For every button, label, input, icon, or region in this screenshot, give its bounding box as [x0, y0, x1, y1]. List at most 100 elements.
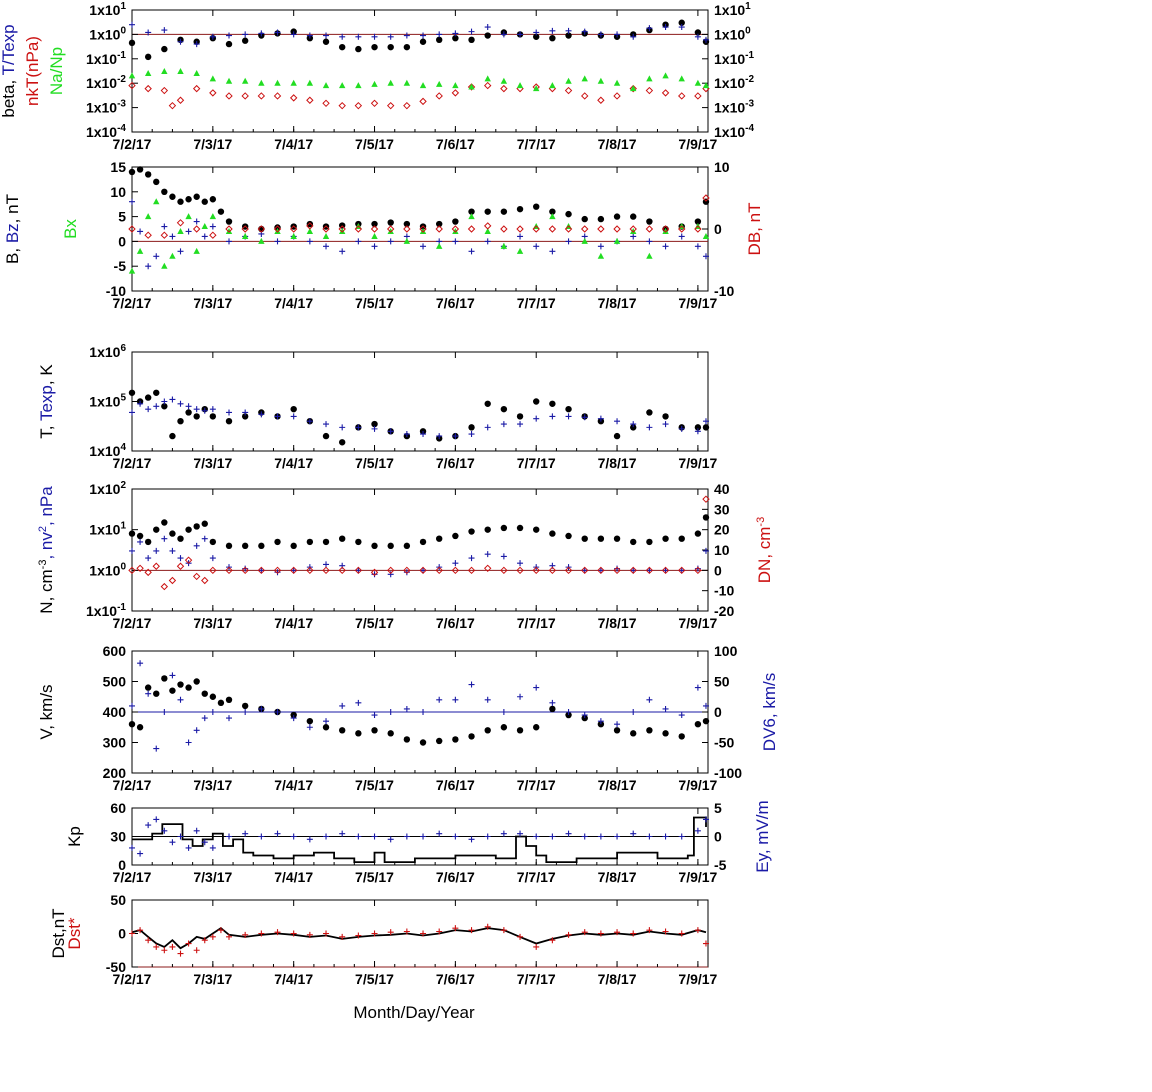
data-point [177, 227, 184, 234]
data-point [403, 705, 410, 712]
y-tick-label: 0 [118, 233, 126, 249]
data-point [403, 101, 411, 110]
data-point [549, 27, 556, 34]
x-tick-label: 7/7/17 [517, 455, 556, 471]
data-point [629, 566, 637, 575]
data-point [185, 526, 192, 533]
data-point [144, 568, 152, 577]
data-point [290, 715, 297, 722]
data-point [152, 562, 160, 570]
data-point [153, 816, 160, 823]
data-point [436, 433, 443, 440]
data-point [646, 696, 653, 703]
x-tick-label: 7/5/17 [355, 615, 394, 631]
data-point [169, 193, 176, 200]
data-point [153, 745, 160, 752]
data-point [193, 413, 200, 420]
data-point [694, 33, 701, 40]
data-point [128, 530, 136, 537]
data-point [420, 709, 427, 715]
data-point [185, 940, 192, 947]
data-point [193, 678, 200, 685]
data-point [226, 409, 233, 416]
data-point [516, 524, 524, 532]
data-point [258, 237, 265, 244]
x-tick-label: 7/9/17 [678, 615, 717, 631]
data-point [338, 535, 346, 542]
data-point [354, 101, 363, 110]
data-point [613, 92, 621, 100]
data-point [419, 225, 427, 233]
data-point [484, 923, 491, 930]
data-point [500, 77, 508, 84]
data-point [225, 696, 233, 703]
data-point [339, 933, 346, 940]
data-point [517, 31, 524, 38]
data-point [241, 37, 249, 44]
data-point [371, 571, 378, 578]
data-point [290, 79, 297, 86]
data-point [355, 33, 362, 40]
x-tick-label: 7/2/17 [113, 971, 152, 987]
series-3 [128, 68, 710, 92]
data-point [452, 34, 459, 42]
data-point [597, 96, 605, 104]
y-tick-label: 1x100 [89, 561, 126, 578]
y-tick-label: 200 [103, 765, 127, 781]
data-point [322, 232, 330, 239]
data-point [290, 833, 297, 840]
data-point [153, 943, 160, 950]
data-point [419, 97, 427, 106]
data-point [403, 431, 410, 438]
data-point [678, 425, 685, 432]
data-point [436, 220, 443, 228]
data-point [533, 29, 540, 36]
data-point [613, 225, 621, 233]
data-point [274, 929, 281, 936]
data-point [153, 178, 160, 186]
data-point [370, 225, 379, 233]
y-axis-label: T, Texp, K [37, 364, 56, 439]
data-point [355, 82, 362, 89]
data-point [533, 33, 540, 40]
data-point [386, 101, 395, 110]
data-point [129, 930, 135, 937]
data-point [500, 208, 508, 215]
data-point [387, 238, 394, 245]
data-point [338, 225, 346, 233]
data-point [209, 555, 216, 562]
data-point [209, 406, 216, 413]
data-point [209, 213, 217, 220]
data-point [176, 96, 185, 104]
data-point [136, 247, 144, 254]
data-point [451, 225, 460, 233]
data-point [225, 227, 233, 234]
series-0 [132, 816, 707, 863]
data-point [274, 224, 281, 231]
data-point [193, 193, 200, 200]
data-point [387, 836, 394, 843]
data-point [630, 85, 637, 92]
data-point [452, 696, 459, 703]
x-tick-label: 7/6/17 [436, 455, 475, 471]
panel-kp_ey: 7/2/17 7/3/17 7/4/17 7/5/17 7/6/17 7/7/17 7/8/… [65, 800, 772, 885]
data-point [387, 730, 394, 737]
data-point [153, 253, 160, 260]
series-3 [128, 194, 710, 239]
y-tick-label: 1x102 [89, 480, 126, 497]
data-point [371, 232, 378, 239]
data-point [678, 566, 686, 575]
data-point [694, 827, 701, 834]
data-point [226, 238, 233, 245]
data-point [630, 830, 637, 837]
data-point [565, 709, 572, 715]
y2-tick-label: 1x10-2 [714, 74, 754, 91]
y2-axis-label: DN, cm-3 [755, 517, 774, 583]
x-tick-label: 7/3/17 [193, 869, 232, 885]
data-point [403, 928, 410, 935]
data-point [193, 406, 200, 413]
data-point [225, 542, 233, 550]
data-point [274, 413, 281, 420]
data-point [613, 566, 621, 575]
data-point [129, 547, 135, 554]
